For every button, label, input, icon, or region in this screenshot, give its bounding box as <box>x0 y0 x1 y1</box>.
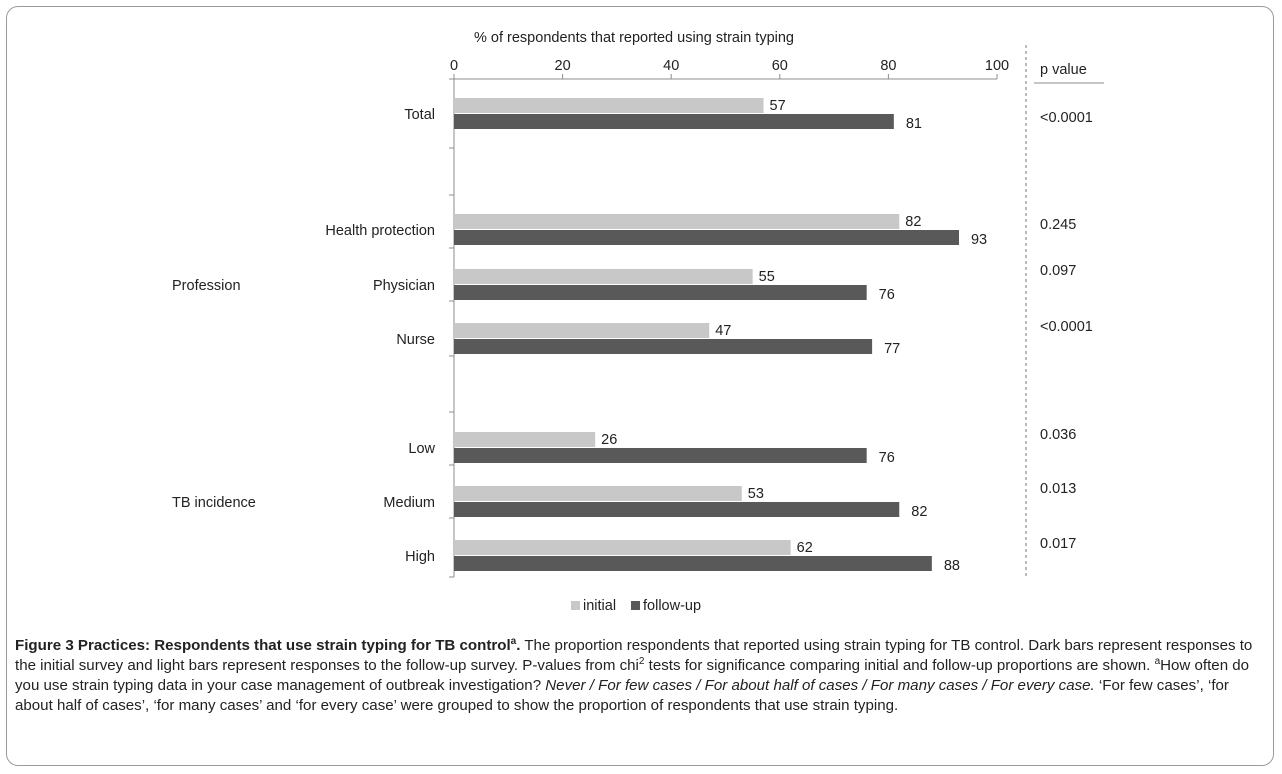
x-tick-label: 60 <box>772 58 788 74</box>
caption-italic: Never / For few cases / For about half o… <box>545 677 1095 694</box>
data-label-follow-up: 81 <box>906 116 922 132</box>
category-label: Physician <box>373 278 435 294</box>
bar-follow-up <box>454 339 873 354</box>
data-label-initial: 53 <box>748 486 764 502</box>
legend-label-initial: initial <box>583 598 616 614</box>
data-label-initial: 82 <box>905 214 921 230</box>
category-label: Low <box>408 441 435 457</box>
data-label-follow-up: 77 <box>884 341 900 357</box>
x-tick-label: 100 <box>985 58 1009 74</box>
bar-follow-up <box>454 448 867 463</box>
x-tick-label: 80 <box>880 58 896 74</box>
bar-follow-up <box>454 230 959 245</box>
category-label: Nurse <box>396 332 435 348</box>
bar-follow-up <box>454 502 900 517</box>
x-tick-label: 40 <box>663 58 679 74</box>
bar-initial <box>454 323 710 338</box>
group-label: TB incidence <box>172 495 256 511</box>
caption-chi-sup: 2 <box>638 655 645 667</box>
bar-initial <box>454 432 596 447</box>
bar-follow-up <box>454 114 894 129</box>
p-value: <0.0001 <box>1040 110 1093 126</box>
bar-follow-up <box>454 285 867 300</box>
bar-initial <box>454 486 742 501</box>
x-tick-label: 20 <box>555 58 571 74</box>
legend-swatch-follow-up <box>631 601 640 610</box>
caption-note-sup: a <box>1154 655 1161 667</box>
data-label-initial: 47 <box>715 323 731 339</box>
category-label: Total <box>404 107 435 123</box>
category-label: Health protection <box>325 223 435 239</box>
x-tick-label: 0 <box>450 58 458 74</box>
bar-initial <box>454 540 791 555</box>
figure-frame <box>6 6 1274 766</box>
data-label-follow-up: 93 <box>971 232 987 248</box>
data-label-follow-up: 82 <box>911 504 927 520</box>
p-value: 0.017 <box>1040 536 1076 552</box>
data-label-initial: 55 <box>759 269 775 285</box>
category-label: Medium <box>383 495 435 511</box>
p-value: 0.245 <box>1040 217 1076 233</box>
pvalue-header: p value <box>1040 62 1087 78</box>
p-value: 0.036 <box>1040 427 1076 443</box>
data-label-initial: 26 <box>601 432 617 448</box>
category-label: High <box>405 549 435 565</box>
data-label-follow-up: 76 <box>879 287 895 303</box>
figure-caption: Figure 3 Practices: Respondents that use… <box>15 635 1253 714</box>
data-label-initial: 62 <box>797 540 813 556</box>
data-label-follow-up: 76 <box>879 450 895 466</box>
data-label-follow-up: 88 <box>944 558 960 574</box>
data-label-initial: 57 <box>770 98 786 114</box>
bar-initial <box>454 269 753 284</box>
bar-initial <box>454 214 900 229</box>
p-value: 0.097 <box>1040 263 1076 279</box>
bar-initial <box>454 98 764 113</box>
caption-text: The proportion respondents that reported… <box>15 637 1253 674</box>
legend-label-follow-up: follow-up <box>643 598 701 614</box>
legend-swatch-initial <box>571 601 580 610</box>
p-value: 0.013 <box>1040 481 1076 497</box>
group-label: Profession <box>172 278 241 294</box>
bar-chart: % of respondents that reported using str… <box>172 30 1104 614</box>
bar-follow-up <box>454 556 932 571</box>
caption-title: Figure 3 Practices: Respondents that use… <box>15 635 521 654</box>
p-value: <0.0001 <box>1040 319 1093 335</box>
x-axis-label: % of respondents that reported using str… <box>474 30 794 46</box>
